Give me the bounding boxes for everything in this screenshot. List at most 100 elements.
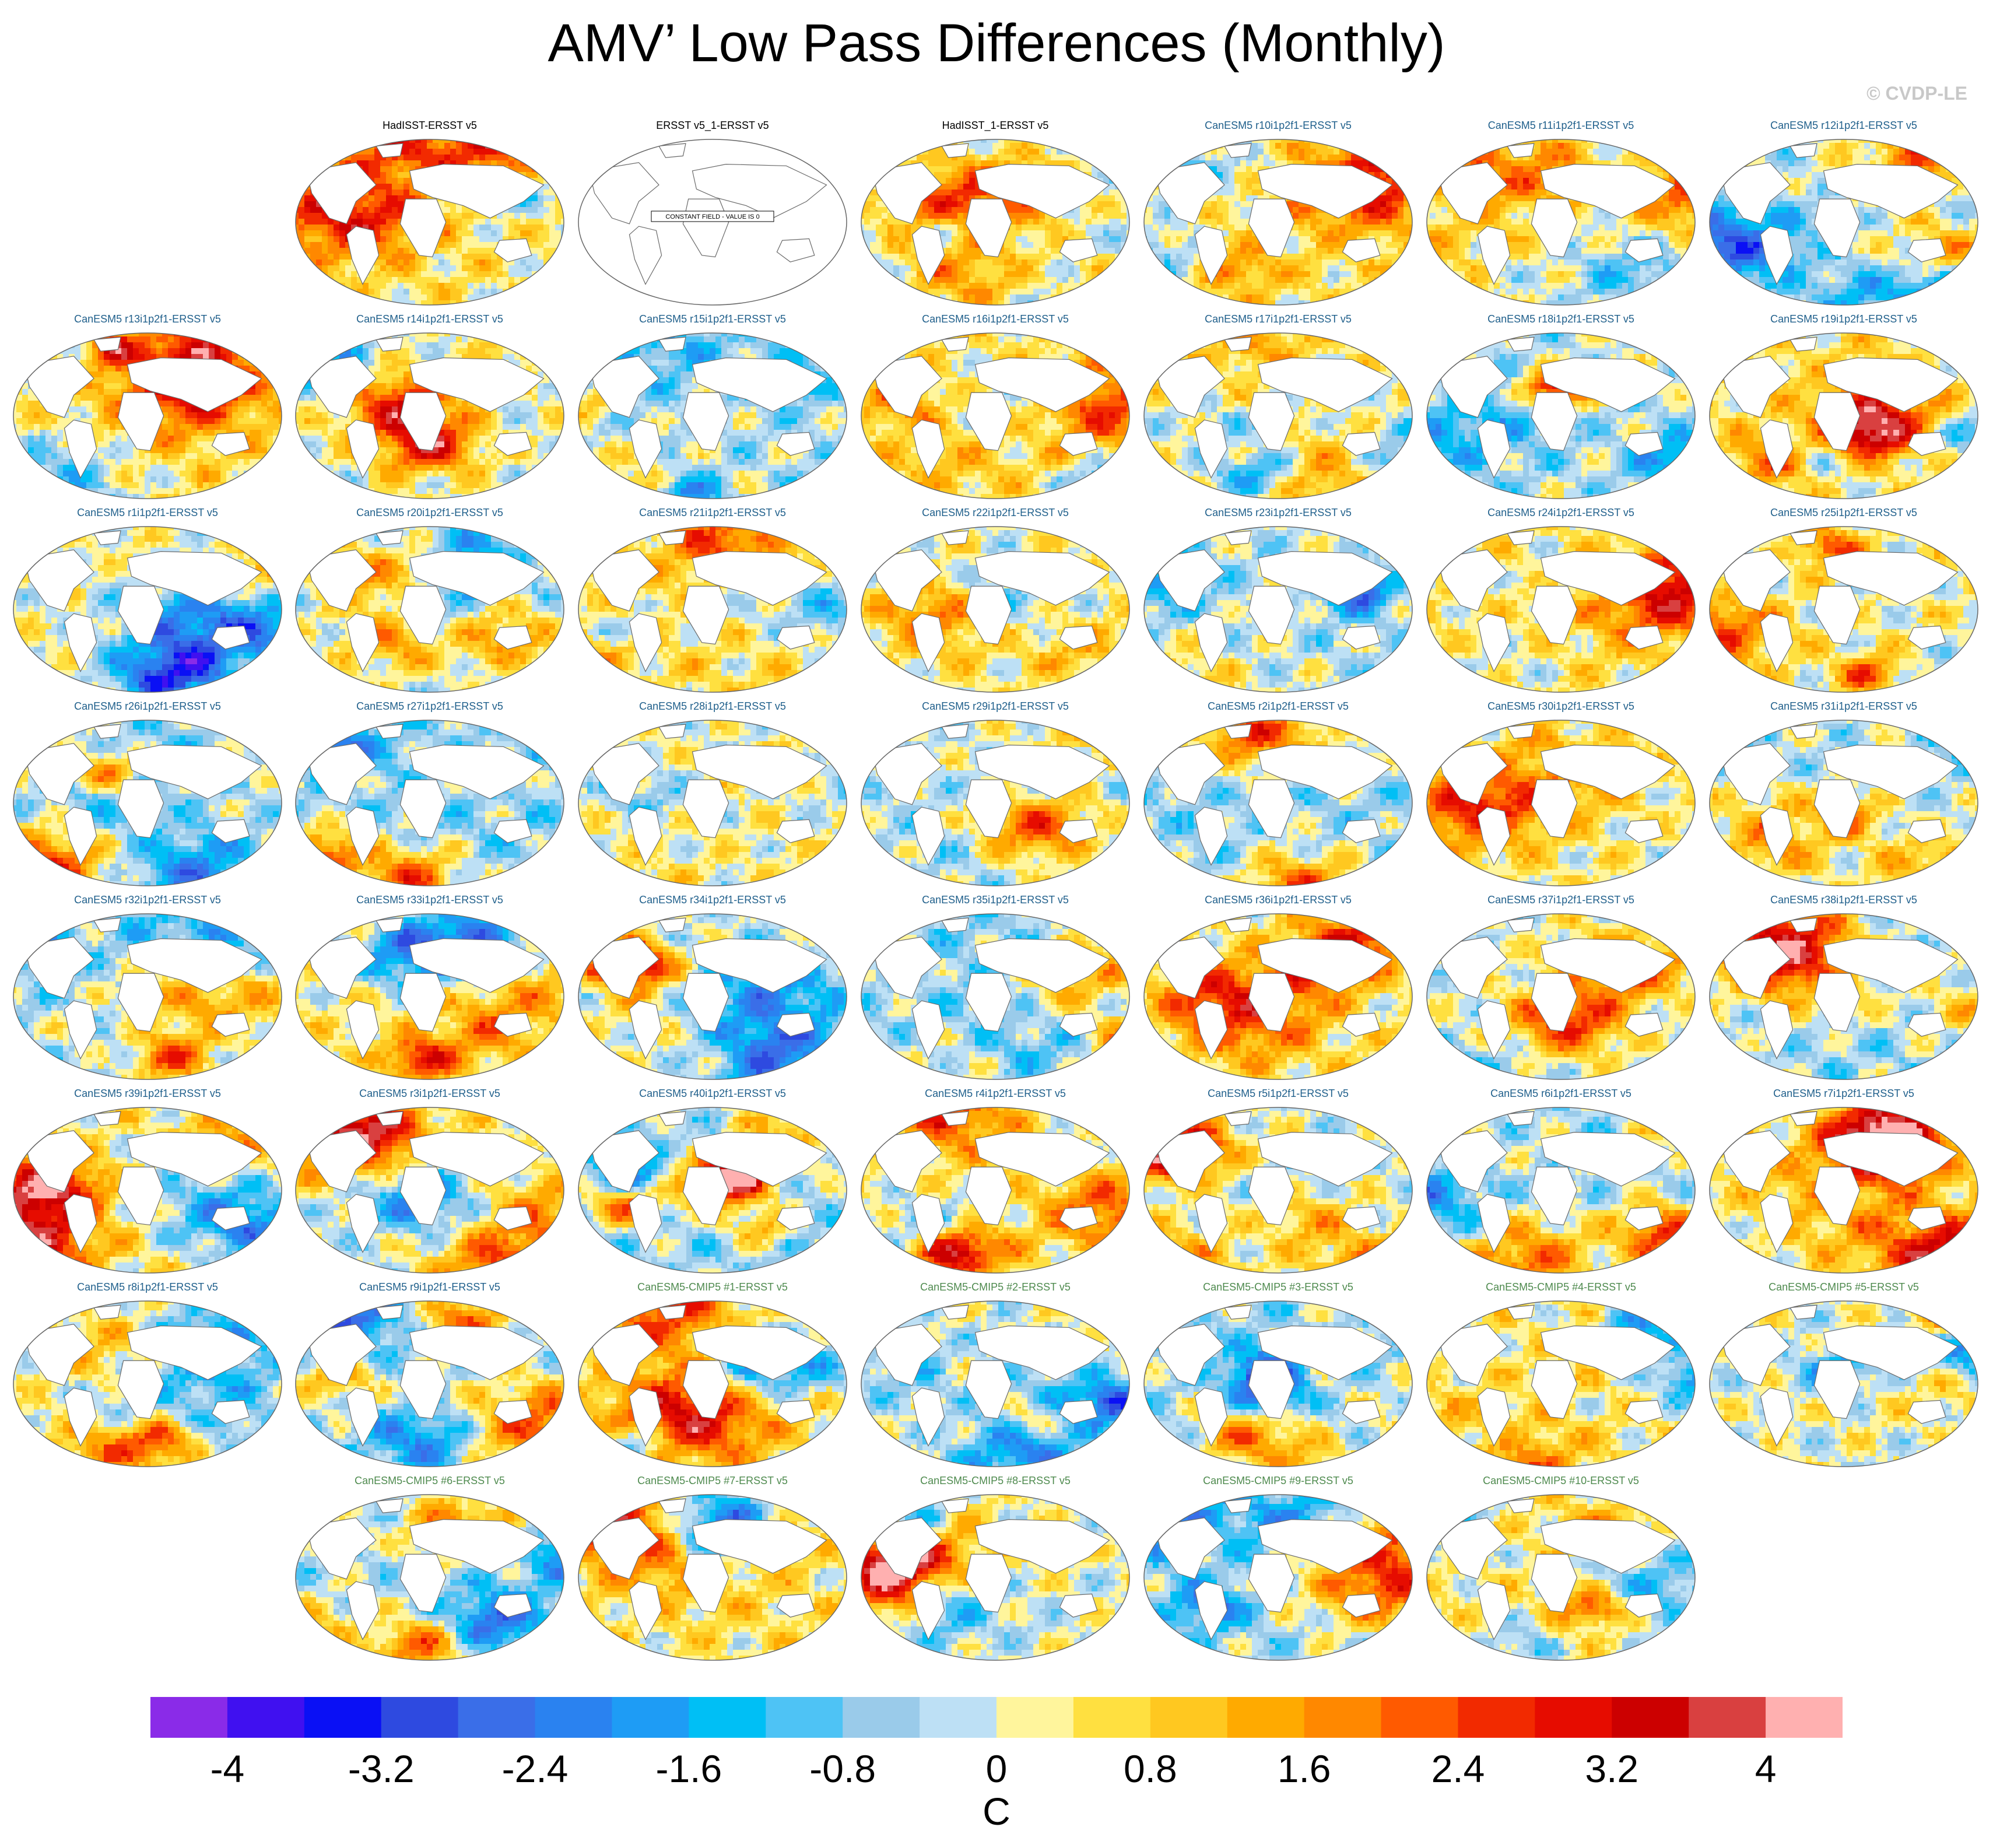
panel-title: CanESM5 r5i1p2f1-ERSST v5: [1141, 1088, 1415, 1100]
map-panel: CanESM5 r38i1p2f1-ERSST v5: [1707, 894, 1981, 1086]
map-panel: CanESM5 r23i1p2f1-ERSST v5: [1141, 507, 1415, 699]
colorbar-swatch: [1535, 1697, 1612, 1738]
robinson-map: [858, 1492, 1132, 1663]
panel-title: HadISST_1-ERSST v5: [858, 120, 1132, 132]
panel-title: CanESM5 r37i1p2f1-ERSST v5: [1424, 894, 1698, 906]
map-panel: CanESM5 r22i1p2f1-ERSST v5: [858, 507, 1132, 699]
colorbar-tick-label: 4: [1755, 1747, 1777, 1791]
robinson-map: [1424, 718, 1698, 888]
robinson-map: [858, 331, 1132, 501]
map-panel: CanESM5 r19i1p2f1-ERSST v5: [1707, 313, 1981, 506]
robinson-map: [293, 524, 567, 695]
map-panel: CanESM5 r16i1p2f1-ERSST v5: [858, 313, 1132, 506]
panel-title: CanESM5 r32i1p2f1-ERSST v5: [10, 894, 285, 906]
robinson-map: [858, 911, 1132, 1082]
robinson-map: [10, 524, 285, 695]
map-panel: CanESM5 r1i1p2f1-ERSST v5: [10, 507, 285, 699]
map-panel: CanESM5 r18i1p2f1-ERSST v5: [1424, 313, 1698, 506]
colorbar-swatch: [612, 1697, 689, 1738]
map-panel: CanESM5 r14i1p2f1-ERSST v5: [293, 313, 567, 506]
map-panel: CanESM5-CMIP5 #4-ERSST v5: [1424, 1281, 1698, 1474]
robinson-map: [1424, 1492, 1698, 1663]
colorbar-tick-label: 3.2: [1585, 1747, 1638, 1791]
map-panel: CanESM5 r29i1p2f1-ERSST v5: [858, 700, 1132, 893]
map-panel: CanESM5 r31i1p2f1-ERSST v5: [1707, 700, 1981, 893]
panel-title: CanESM5-CMIP5 #6-ERSST v5: [293, 1475, 567, 1487]
robinson-map: [1707, 1299, 1981, 1469]
panel-title: CanESM5-CMIP5 #9-ERSST v5: [1141, 1475, 1415, 1487]
map-panel: CanESM5 r6i1p2f1-ERSST v5: [1424, 1088, 1698, 1280]
map-panel: CanESM5-CMIP5 #9-ERSST v5: [1141, 1475, 1415, 1667]
panel-title: CanESM5 r15i1p2f1-ERSST v5: [576, 313, 850, 325]
robinson-map: [576, 1299, 850, 1469]
panel-title: CanESM5 r21i1p2f1-ERSST v5: [576, 507, 850, 519]
panel-title: CanESM5 r1i1p2f1-ERSST v5: [10, 507, 285, 519]
robinson-map: [1141, 331, 1415, 501]
panel-title: CanESM5 r12i1p2f1-ERSST v5: [1707, 120, 1981, 132]
panel-title: ERSST v5_1-ERSST v5: [576, 120, 850, 132]
map-panel: CanESM5 r5i1p2f1-ERSST v5: [1141, 1088, 1415, 1280]
robinson-map: [1424, 524, 1698, 695]
colorbar-swatch: [1073, 1697, 1150, 1738]
panel-title: CanESM5 r14i1p2f1-ERSST v5: [293, 313, 567, 325]
robinson-map: [1424, 1299, 1698, 1469]
colorbar-swatch: [458, 1697, 535, 1738]
robinson-map: [1707, 1105, 1981, 1275]
robinson-map: [1707, 524, 1981, 695]
panel-title: CanESM5 r40i1p2f1-ERSST v5: [576, 1088, 850, 1100]
robinson-map: [1141, 718, 1415, 888]
map-panel: CanESM5 r10i1p2f1-ERSST v5: [1141, 120, 1415, 312]
colorbar-swatch: [766, 1697, 843, 1738]
panel-title: CanESM5-CMIP5 #1-ERSST v5: [576, 1281, 850, 1293]
panel-title: CanESM5 r30i1p2f1-ERSST v5: [1424, 700, 1698, 713]
robinson-map: [10, 911, 285, 1082]
map-panel: CanESM5 r17i1p2f1-ERSST v5: [1141, 313, 1415, 506]
panel-title: CanESM5 r7i1p2f1-ERSST v5: [1707, 1088, 1981, 1100]
map-panel: CanESM5 r21i1p2f1-ERSST v5: [576, 507, 850, 699]
map-panel: CanESM5 r33i1p2f1-ERSST v5: [293, 894, 567, 1086]
robinson-map: [576, 1492, 850, 1663]
colorbar-tick-label: -0.8: [809, 1747, 876, 1791]
map-panel: CanESM5 r28i1p2f1-ERSST v5: [576, 700, 850, 893]
map-panel: CanESM5-CMIP5 #1-ERSST v5: [576, 1281, 850, 1474]
robinson-map: [293, 331, 567, 501]
panel-title: CanESM5 r29i1p2f1-ERSST v5: [858, 700, 1132, 713]
panel-title: CanESM5 r24i1p2f1-ERSST v5: [1424, 507, 1698, 519]
colorbar-tick-label: 1.6: [1278, 1747, 1331, 1791]
panel-title: CanESM5 r38i1p2f1-ERSST v5: [1707, 894, 1981, 906]
colorbar: [150, 1697, 1843, 1738]
colorbar-swatch: [996, 1697, 1073, 1738]
robinson-map: [293, 1299, 567, 1469]
colorbar-swatch: [843, 1697, 920, 1738]
colorbar-swatch: [1304, 1697, 1381, 1738]
robinson-map: [576, 911, 850, 1082]
colorbar-swatch: [1227, 1697, 1304, 1738]
colorbar-tick-label: 2.4: [1431, 1747, 1485, 1791]
map-panel: CanESM5-CMIP5 #7-ERSST v5: [576, 1475, 850, 1667]
map-panel: CanESM5 r15i1p2f1-ERSST v5: [576, 313, 850, 506]
map-panel: CanESM5 r24i1p2f1-ERSST v5: [1424, 507, 1698, 699]
map-panel: CanESM5-CMIP5 #10-ERSST v5: [1424, 1475, 1698, 1667]
robinson-map: [576, 524, 850, 695]
robinson-map: [1141, 524, 1415, 695]
robinson-map: CONSTANT FIELD - VALUE IS 0: [576, 137, 850, 307]
robinson-map: [858, 524, 1132, 695]
panel-title: CanESM5-CMIP5 #2-ERSST v5: [858, 1281, 1132, 1293]
panel-title: CanESM5 r27i1p2f1-ERSST v5: [293, 700, 567, 713]
map-panel: CanESM5-CMIP5 #5-ERSST v5: [1707, 1281, 1981, 1474]
panel-title: CanESM5-CMIP5 #3-ERSST v5: [1141, 1281, 1415, 1293]
robinson-map: [1141, 1492, 1415, 1663]
map-panel: CanESM5 r27i1p2f1-ERSST v5: [293, 700, 567, 893]
robinson-map: [1707, 331, 1981, 501]
panel-title: HadISST-ERSST v5: [293, 120, 567, 132]
map-panel: HadISST-ERSST v5: [293, 120, 567, 312]
panel-title: CanESM5-CMIP5 #8-ERSST v5: [858, 1475, 1132, 1487]
robinson-map: [576, 1105, 850, 1275]
robinson-map: [293, 911, 567, 1082]
colorbar-swatch: [689, 1697, 766, 1738]
panel-title: CanESM5 r31i1p2f1-ERSST v5: [1707, 700, 1981, 713]
map-panel: CanESM5 r7i1p2f1-ERSST v5: [1707, 1088, 1981, 1280]
map-panel: CanESM5 r36i1p2f1-ERSST v5: [1141, 894, 1415, 1086]
map-panel: ERSST v5_1-ERSST v5 CONSTANT FIELD - VALU…: [576, 120, 850, 312]
map-panel: CanESM5 r12i1p2f1-ERSST v5: [1707, 120, 1981, 312]
